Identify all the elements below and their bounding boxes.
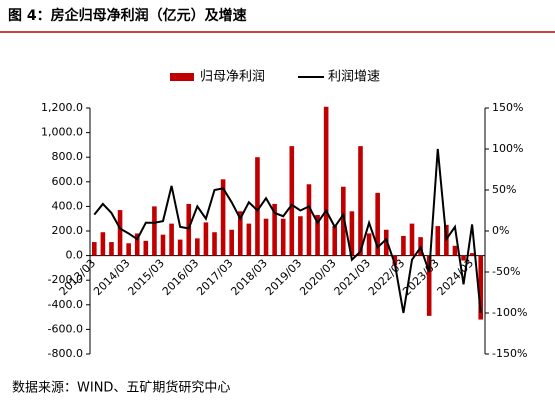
bar [341, 186, 346, 256]
x-tick-label: 2014/03 [91, 257, 133, 299]
y2-tick-label: 50% [492, 183, 516, 196]
y2-tick-label: -150% [492, 347, 527, 360]
x-tick-label: 2018/03 [228, 257, 270, 299]
y2-tick-label: 150% [492, 101, 523, 114]
bar [255, 157, 260, 256]
bar [160, 234, 166, 256]
x-tick-label: 2022/03 [366, 257, 408, 299]
bar [435, 226, 441, 256]
y-tick-label: -400.0 [48, 298, 83, 311]
legend-label: 利润增速 [328, 70, 380, 85]
bar [237, 211, 243, 256]
bar [134, 233, 140, 256]
y-tick-label: -600.0 [48, 322, 83, 335]
bar [177, 239, 183, 256]
x-tick-label: 2020/03 [297, 257, 339, 299]
x-tick-label: 2016/03 [160, 257, 202, 299]
bar [298, 216, 303, 256]
bar [383, 229, 389, 256]
y-tick-label: 200.0 [52, 224, 84, 237]
y-tick-label: 800.0 [52, 150, 84, 163]
bar [186, 203, 192, 256]
x-tick-label: 2019/03 [263, 257, 305, 299]
source: 数据来源：WIND、五矿期货研究中心 [12, 380, 230, 396]
bar [306, 184, 312, 256]
bar [401, 235, 406, 256]
bar [426, 255, 432, 316]
bar [126, 243, 131, 256]
bar [117, 210, 123, 256]
bar [409, 223, 415, 256]
bar [315, 215, 320, 256]
y-tick-label: 1,000.0 [41, 126, 83, 139]
y-tick-label: 0.0 [66, 249, 84, 262]
y-tick-label: -200.0 [48, 273, 83, 286]
y2-tick-label: 0% [492, 224, 509, 237]
bar [332, 226, 338, 256]
y-tick-label: -800.0 [48, 347, 83, 360]
bar [392, 255, 398, 266]
chart-title: 图 4：房企归母净利润（亿元）及增速 [8, 7, 247, 24]
bar [461, 255, 466, 261]
bar [143, 240, 149, 256]
x-tick-label: 2021/03 [332, 257, 374, 299]
bar [358, 146, 363, 256]
bar [366, 233, 372, 256]
bar [452, 245, 458, 256]
x-tick-label: 2024/03 [435, 257, 477, 299]
growth-line [93, 148, 482, 314]
y-tick-label: 1,200.0 [41, 101, 83, 114]
legend-swatch [170, 73, 194, 81]
bar [212, 232, 217, 256]
bar [289, 146, 295, 256]
bar [349, 211, 355, 256]
bar [169, 223, 174, 256]
bar [375, 192, 380, 256]
bar [152, 206, 157, 256]
x-tick-label: 2017/03 [194, 257, 236, 299]
bar [100, 232, 106, 256]
bar [246, 223, 252, 256]
bar [323, 106, 329, 256]
bar [263, 218, 269, 256]
x-tick-label: 2015/03 [125, 257, 167, 299]
y2-tick-label: -100% [492, 306, 527, 319]
y2-tick-label: -50% [492, 265, 520, 278]
bar [220, 179, 226, 256]
bar [478, 255, 484, 320]
bar [272, 203, 277, 256]
legend-label: 归母净利润 [200, 70, 265, 85]
y2-tick-label: 100% [492, 142, 523, 155]
bar [91, 242, 97, 256]
bar [109, 242, 114, 256]
bar [203, 222, 209, 256]
bar [280, 218, 286, 256]
y-tick-label: 400.0 [52, 199, 84, 212]
bar [469, 253, 475, 256]
bar [195, 238, 200, 256]
y-tick-label: 600.0 [52, 175, 84, 188]
bar [229, 229, 234, 256]
